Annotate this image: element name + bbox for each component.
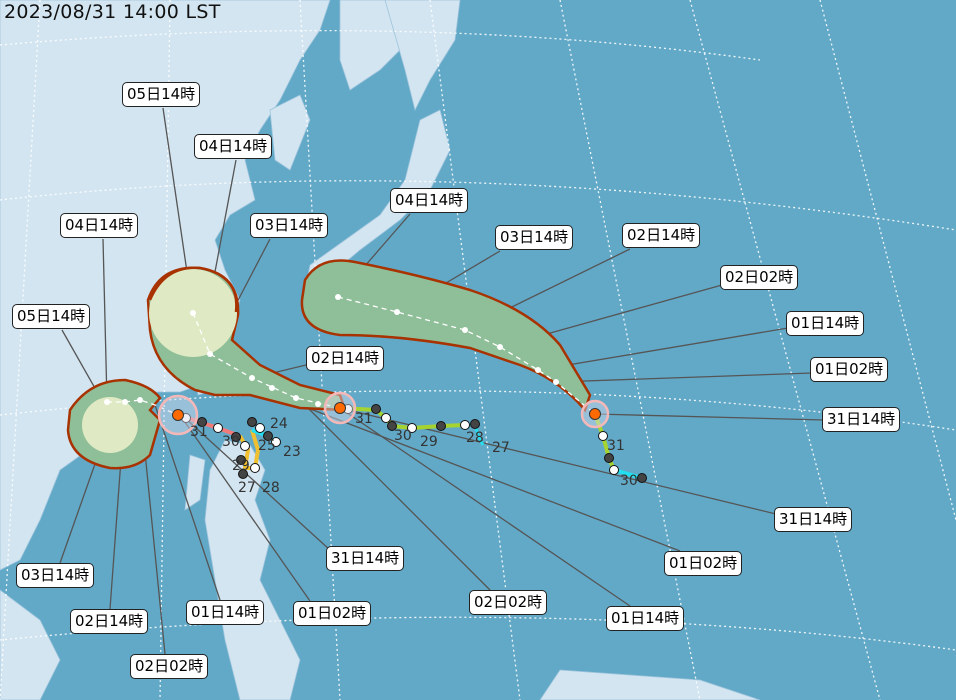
track-point (407, 423, 417, 433)
forecast-time-label: 31日14時 (774, 507, 853, 532)
track-point (213, 423, 223, 433)
leader-line (154, 404, 221, 601)
forecast-time-label: 03日14時 (16, 563, 95, 588)
track-point (231, 432, 241, 442)
track-point (381, 413, 391, 423)
track-point (387, 421, 397, 431)
track-day-label: 31 (607, 438, 625, 454)
forecast-point (497, 344, 503, 350)
forecast-time-label: 02日14時 (622, 223, 701, 248)
forecast-point (122, 399, 128, 405)
track-day-label: 29 (232, 458, 250, 474)
forecast-time-label: 01日14時 (606, 606, 685, 631)
leader-line (339, 407, 631, 607)
forecast-point (315, 401, 321, 407)
forecast-time-label: 01日02時 (664, 551, 743, 576)
track-day-label: 23 (283, 444, 301, 460)
track-day-label: 27 (238, 480, 256, 496)
track-day-label: 27 (492, 440, 510, 456)
forecast-point (535, 367, 541, 373)
track-day-label: 30 (394, 428, 412, 444)
track-point (637, 473, 647, 483)
track-point (250, 463, 260, 473)
leader-line (184, 417, 331, 551)
track-day-label: 31 (190, 424, 208, 440)
leader-line (299, 404, 681, 552)
forecast-point (137, 397, 143, 403)
track-point (460, 420, 470, 430)
forecast-point (269, 385, 275, 391)
track-day-label: 25 (258, 438, 276, 454)
forecast-time-label: 03日14時 (495, 225, 574, 250)
leader-line (102, 238, 108, 403)
forecast-time-label: 01日14時 (786, 311, 865, 336)
forecast-time-label: 02日02時 (469, 590, 548, 615)
forecast-time-label: 05日14時 (12, 304, 91, 329)
forecast-cone-b (300, 259, 592, 413)
forecast-point (462, 327, 468, 333)
track-point (609, 465, 619, 475)
typhoon-center-icon (334, 402, 346, 414)
forecast-point (104, 399, 110, 405)
forecast-time-label: 04日14時 (60, 213, 139, 238)
forecast-time-label: 04日14時 (194, 134, 273, 159)
track-day-label: 31 (355, 411, 373, 427)
leader-line (555, 372, 813, 383)
track-day-label: 24 (270, 416, 288, 432)
map-timestamp: 2023/08/31 14:00 LST (4, 1, 221, 23)
forecast-point (293, 395, 299, 401)
forecast-time-label: 02日14時 (306, 346, 385, 371)
forecast-time-label: 01日02時 (810, 357, 889, 382)
forecast-time-label: 05日14時 (122, 82, 201, 107)
typhoon-center-icon (172, 409, 184, 421)
track-point (436, 421, 446, 431)
forecast-time-label: 01日14時 (186, 600, 265, 625)
track-point (263, 431, 273, 441)
track-day-label: 28 (262, 480, 280, 496)
past-track (593, 413, 616, 471)
track-point (236, 455, 246, 465)
track-day-label: 28 (466, 430, 484, 446)
leader-line (594, 413, 825, 421)
leader-line (179, 414, 311, 602)
past-track (464, 422, 485, 446)
forecast-time-label: 02日02時 (720, 265, 799, 290)
forecast-time-label: 02日14時 (70, 609, 149, 634)
track-day-label: 29 (420, 434, 438, 450)
forecast-point (394, 309, 400, 315)
forecast-time-label: 31日14時 (822, 407, 901, 432)
track-day-label: 30 (620, 473, 638, 489)
forecast-time-label: 03日14時 (250, 213, 329, 238)
track-point (238, 469, 248, 479)
track-point (604, 453, 614, 463)
track-point (247, 417, 257, 427)
forecast-point (207, 351, 213, 357)
forecast-point (190, 310, 196, 316)
forecast-time-label: 04日14時 (390, 188, 469, 213)
track-point (255, 423, 265, 433)
track-point (371, 404, 381, 414)
forecast-time-label: 02日02時 (130, 654, 209, 679)
forecast-time-label: 01日02時 (293, 601, 372, 626)
forecast-time-label: 31日14時 (326, 546, 405, 571)
leader-line (537, 327, 789, 371)
forecast-point (553, 379, 559, 385)
typhoon-center-icon (589, 408, 601, 420)
leader-line (299, 399, 491, 591)
forecast-point (335, 294, 341, 300)
track-point (197, 417, 207, 427)
track-point (271, 437, 281, 447)
track-point (598, 431, 608, 441)
track-day-label: 30 (222, 434, 240, 450)
track-point (240, 441, 250, 451)
track-point (470, 419, 480, 429)
forecast-cone-c (66, 378, 162, 470)
forecast-point (249, 375, 255, 381)
